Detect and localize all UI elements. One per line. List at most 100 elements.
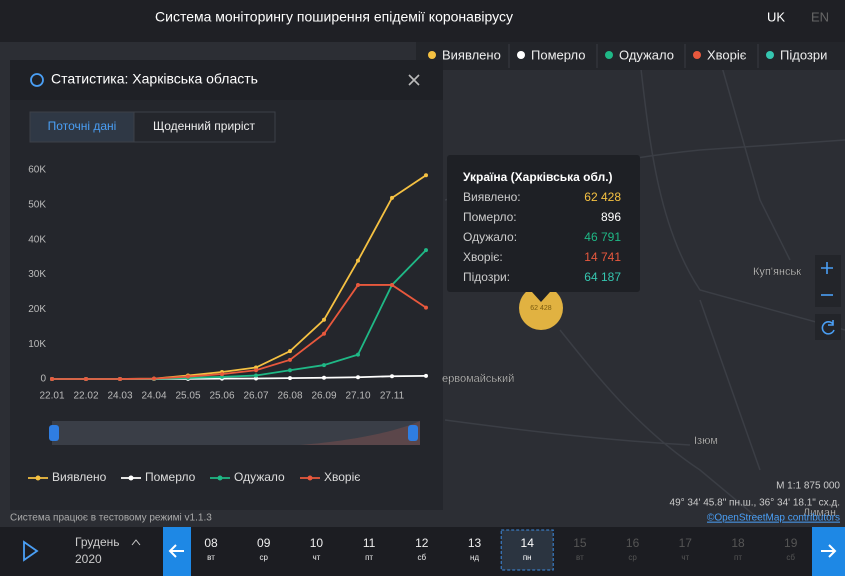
weekday: сб [786,553,795,562]
day[interactable]: 12 [415,536,429,550]
day[interactable]: 17 [679,536,693,550]
tooltip-value: 896 [601,210,621,224]
header [0,0,845,42]
weekday: чт [312,553,320,562]
tooltip-arrow [532,292,550,302]
status-text: Система працює в тестовому режимі v1.1.3 [10,513,212,524]
legend-dot [517,51,525,59]
prev-arrow [168,544,184,558]
selected-day [500,529,554,571]
lang-en[interactable]: EN [811,9,829,24]
weekday: вт [576,553,584,562]
point [254,373,258,378]
legend-label[interactable]: Одужало [234,470,285,484]
point [152,376,156,381]
legend-label[interactable]: Підозри [780,47,827,62]
point [356,375,360,380]
day[interactable]: 19 [784,536,798,550]
y-tick-label: 60K [28,165,46,176]
tab-daily[interactable] [133,111,276,143]
x-tick-label: 22.02 [73,391,98,402]
point [288,368,292,373]
year: 2020 [75,552,102,566]
y-tick-label: 20K [28,304,46,315]
day[interactable]: 08 [204,536,218,550]
x-tick-label: 27.11 [380,391,405,402]
legend-label[interactable]: Хворіє [324,470,360,484]
point [322,331,326,336]
point [322,375,326,380]
attribution[interactable]: ©OpenStreetMap contributors [707,513,840,524]
x-tick-label: 24.04 [141,391,166,402]
play-button[interactable] [23,540,39,562]
weekday: пт [365,553,373,562]
weekday: ср [628,553,637,562]
day[interactable]: 13 [468,536,482,550]
timeline [0,527,845,576]
legend-label[interactable]: Хворіє [707,47,747,62]
slider-handle[interactable] [408,425,418,441]
legend-label[interactable]: Одужало [619,47,674,62]
day[interactable]: 11 [363,536,376,550]
y-tick-label: 0 [40,374,46,385]
zoom-box [815,255,841,307]
tab-label: Поточні дані [48,119,117,133]
tooltip-label: Підозри: [463,270,510,284]
close-button[interactable] [408,74,420,86]
tab-current[interactable] [29,111,135,143]
weekday: чт [681,553,689,562]
x-tick-label: 25.06 [209,391,234,402]
point [356,258,360,263]
point [288,357,292,362]
y-tick-label: 50K [28,199,46,210]
legend-dot [605,51,613,59]
legend-label[interactable]: Виявлено [52,470,107,484]
point [118,377,122,381]
tooltip-label: Одужало: [463,230,517,244]
point [356,282,360,287]
legend-label[interactable]: Померло [145,470,196,484]
point [288,376,292,381]
legend-dot [217,475,223,481]
slider-handle[interactable] [49,425,59,441]
day[interactable]: 14 [521,536,535,550]
lang-uk[interactable]: UK [767,9,785,24]
legend-dot [307,475,313,481]
point [322,363,326,368]
next-arrow [821,544,837,558]
point [254,376,258,381]
zoom-in[interactable] [821,262,833,274]
x-tick-label: 26.07 [243,391,268,402]
weekday: сб [418,553,427,562]
point [390,374,394,379]
legend-label[interactable]: Померло [531,47,586,62]
point [424,373,428,378]
day[interactable]: 16 [626,536,640,550]
weekday: вт [207,553,215,562]
month[interactable]: Грудень [75,535,120,549]
place-label: Ізюм [694,435,718,447]
refresh[interactable] [821,320,835,335]
tooltip-value: 62 428 [584,190,621,204]
tooltip-value: 46 791 [584,230,621,244]
day[interactable]: 18 [731,536,745,550]
tooltip-label: Померло: [463,210,517,224]
day[interactable]: 10 [310,536,324,550]
y-tick-label: 10K [28,339,46,350]
point [424,305,428,310]
map-coordinates: 49° 34' 45.8" пн.ш., 36° 34' 18.1" сх.д. [670,498,840,509]
day[interactable]: 09 [257,536,271,550]
month-toggle[interactable] [131,539,141,546]
legend-label[interactable]: Виявлено [442,47,501,62]
place-label: ервомайський [442,373,514,385]
day[interactable]: 15 [573,536,587,550]
point [424,173,428,178]
legend-dot [428,51,436,59]
series-line [52,284,427,380]
place-label: Куп'янськ [753,266,801,278]
x-tick-label: 26.08 [277,391,302,402]
map-scale: М 1:1 875 000 [776,481,840,492]
region-marker[interactable] [519,286,563,330]
